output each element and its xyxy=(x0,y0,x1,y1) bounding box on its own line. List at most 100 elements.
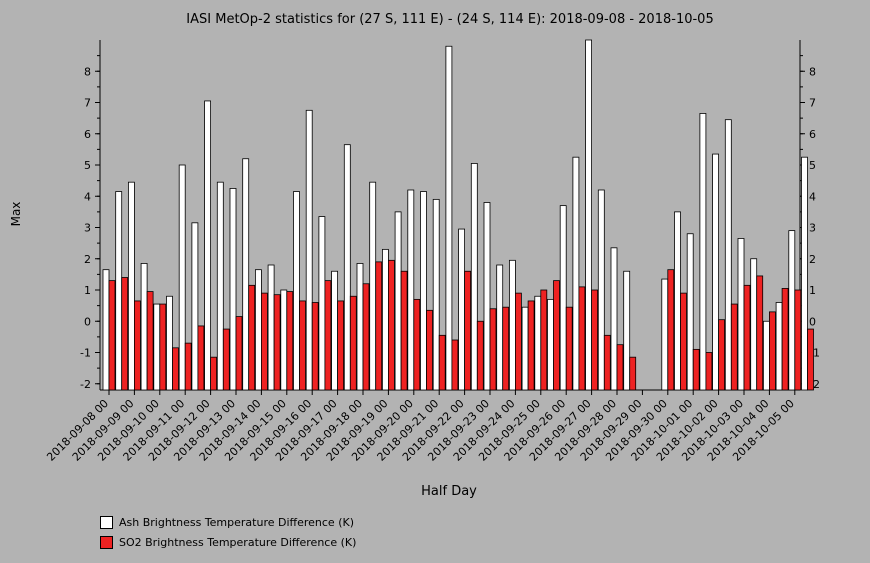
ash-bar xyxy=(559,205,567,391)
ash-bar xyxy=(229,188,237,391)
so2-bar xyxy=(730,303,738,391)
ash-bar xyxy=(712,153,719,391)
ash-bar xyxy=(521,306,529,391)
y-tick-label-left: 7 xyxy=(84,97,91,110)
y-tick-label-left: 6 xyxy=(84,128,91,141)
so2-bar xyxy=(603,334,611,391)
y-tick-label-left: 4 xyxy=(84,190,91,203)
y-tick-label-right: 0 xyxy=(809,315,816,328)
ash-bar xyxy=(674,211,681,391)
ash-bar xyxy=(166,295,173,391)
so2-bar xyxy=(565,306,573,391)
ash-bar xyxy=(407,189,415,391)
ash-bar xyxy=(737,238,745,391)
ash-bar xyxy=(242,158,250,391)
legend-swatch-so2 xyxy=(100,535,113,549)
so2-bar xyxy=(743,284,751,391)
ash-bar xyxy=(432,198,440,391)
so2-bar xyxy=(515,292,522,391)
so2-bar xyxy=(299,300,306,391)
ash-bar xyxy=(788,230,796,391)
y-tick-label-left: 3 xyxy=(84,222,91,235)
ash-bar xyxy=(496,264,504,391)
so2-bar xyxy=(133,300,141,391)
so2-bar xyxy=(629,356,637,391)
so2-bar xyxy=(222,328,230,391)
legend-label-so2: SO2 Brightness Temperature Difference (K… xyxy=(119,535,357,549)
ash-bar xyxy=(331,270,339,391)
so2-bar xyxy=(464,270,472,391)
ash-bar xyxy=(775,302,783,391)
so2-bar xyxy=(146,291,154,391)
ash-bar xyxy=(750,258,758,391)
so2-bar xyxy=(527,300,535,391)
y-tick-label-left: -2 xyxy=(80,378,91,391)
so2-bar xyxy=(184,342,192,391)
x-axis-label: Half Day xyxy=(421,484,477,499)
so2-bar xyxy=(578,286,586,391)
so2-bar xyxy=(781,288,789,391)
ash-bar xyxy=(610,247,618,391)
legend-swatch-ash xyxy=(100,515,113,529)
ash-bar xyxy=(356,263,364,391)
ash-bar xyxy=(381,248,389,391)
ash-bar xyxy=(597,189,605,391)
ash-bar xyxy=(204,100,212,391)
ash-bar xyxy=(420,191,427,391)
legend-item-so2: SO2 Brightness Temperature Difference (K… xyxy=(100,532,356,552)
legend-label-ash: Ash Brightness Temperature Difference (K… xyxy=(119,515,354,529)
so2-bar xyxy=(705,352,713,391)
ash-bar xyxy=(572,156,580,391)
so2-bar xyxy=(616,344,624,391)
ash-bar xyxy=(216,181,224,391)
ash-bar xyxy=(763,320,770,391)
ash-bar xyxy=(293,191,300,391)
so2-bar xyxy=(260,292,268,391)
ash-bar xyxy=(585,39,592,391)
y-tick-label-right: 2 xyxy=(809,253,816,266)
y-tick-label-right: 6 xyxy=(809,128,816,141)
y-tick-label-right: -2 xyxy=(809,378,820,391)
so2-bar xyxy=(426,309,433,391)
y-tick-label-right: 4 xyxy=(809,190,816,203)
ash-bar xyxy=(305,109,313,391)
so2-bar xyxy=(210,356,218,391)
ash-bar xyxy=(483,202,491,391)
ash-bar xyxy=(458,228,466,391)
so2-bar xyxy=(108,280,116,391)
so2-bar xyxy=(680,292,687,391)
ash-bar xyxy=(191,222,199,391)
so2-bar xyxy=(235,316,243,391)
so2-bar xyxy=(375,261,383,391)
so2-bar xyxy=(387,259,395,391)
y-tick-label-right: 5 xyxy=(809,159,816,172)
ash-bar xyxy=(318,216,326,391)
y-tick-label-right: 7 xyxy=(809,97,816,110)
y-tick-label-left: -1 xyxy=(80,347,91,360)
ash-bar xyxy=(623,270,631,391)
so2-bar xyxy=(591,289,598,391)
so2-bar xyxy=(172,347,179,391)
so2-bar xyxy=(769,311,776,391)
so2-bar xyxy=(197,325,205,391)
legend: Ash Brightness Temperature Difference (K… xyxy=(100,512,356,552)
so2-bar xyxy=(349,295,357,391)
y-tick-label-right: -1 xyxy=(809,347,820,360)
so2-bar xyxy=(273,294,281,391)
so2-bar xyxy=(413,298,421,391)
ash-bar xyxy=(178,164,186,391)
so2-bar xyxy=(121,277,129,391)
so2-bar xyxy=(311,302,319,391)
y-tick-label-right: 1 xyxy=(809,284,816,297)
ash-bar xyxy=(661,278,669,391)
y-tick-label-left: 1 xyxy=(84,284,91,297)
ash-bar xyxy=(534,295,542,391)
so2-bar xyxy=(718,319,725,391)
so2-bar xyxy=(438,334,446,391)
ash-bar xyxy=(102,269,110,391)
ash-bar xyxy=(445,45,453,391)
so2-bar xyxy=(324,280,332,391)
ash-bar xyxy=(699,113,707,391)
so2-bar xyxy=(502,306,510,391)
so2-bar xyxy=(476,320,484,391)
